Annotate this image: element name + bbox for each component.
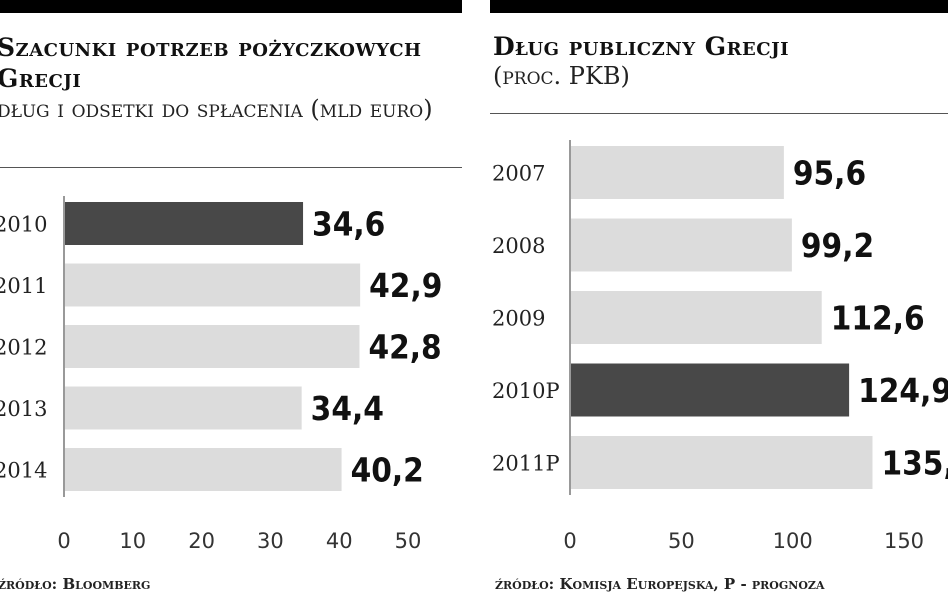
right-bar-2010P xyxy=(571,363,850,417)
left-value-label: 42,8 xyxy=(368,328,441,367)
right-x-tick-label: 0 xyxy=(563,529,576,553)
left-x-tick-label: 10 xyxy=(119,529,146,553)
left-bar-2014 xyxy=(65,448,342,491)
right-x-tick-label: 100 xyxy=(773,529,813,553)
left-value-label: 34,4 xyxy=(311,389,384,428)
right-bar-2011P xyxy=(571,436,873,489)
right-chart-subtitle: (proc. PKB) xyxy=(493,62,630,90)
left-value-label: 40,2 xyxy=(351,451,424,490)
right-bar-2007 xyxy=(571,146,784,199)
left-chart-title: Szacunki potrzeb pożyczkowych Grecji xyxy=(0,33,422,93)
left-category-label: 2012 xyxy=(0,336,47,360)
right-category-label: 2008 xyxy=(492,234,545,258)
right-x-tick-label: 50 xyxy=(668,529,695,553)
left-category-label: 2014 xyxy=(0,459,47,483)
left-header-rule xyxy=(0,167,462,168)
right-value-label: 99,2 xyxy=(801,226,874,265)
right-value-label: 95,6 xyxy=(793,154,866,193)
left-top-bar xyxy=(0,0,462,13)
left-value-label: 42,9 xyxy=(369,266,442,305)
left-bar-2013 xyxy=(65,386,302,430)
left-bar-2012 xyxy=(65,325,360,368)
right-header-rule xyxy=(490,113,948,114)
left-x-tick-label: 0 xyxy=(57,529,70,553)
right-category-label: 2010P xyxy=(492,379,560,403)
right-bar-2008 xyxy=(571,218,792,272)
right-value-label: 135,4 xyxy=(881,444,948,483)
left-source-note: źródło: Bloomberg xyxy=(0,575,151,593)
right-bar-2009 xyxy=(571,291,822,344)
left-bar-2010 xyxy=(65,202,304,245)
left-category-label: 2010 xyxy=(0,213,47,237)
left-x-tick-label: 20 xyxy=(188,529,215,553)
right-top-bar xyxy=(490,0,948,13)
right-category-label: 2009 xyxy=(492,307,545,331)
right-category-label: 2011P xyxy=(492,452,560,476)
left-chart-subtitle: dług i odsetki do spłacenia (mld euro) xyxy=(0,95,433,123)
right-value-label: 112,6 xyxy=(831,299,925,338)
right-value-label: 124,9 xyxy=(858,371,948,410)
left-bar-2011 xyxy=(65,263,361,307)
right-category-label: 2007 xyxy=(492,162,545,186)
left-category-label: 2013 xyxy=(0,397,47,421)
left-x-tick-label: 30 xyxy=(257,529,284,553)
right-chart-title: Dług publiczny Grecji xyxy=(493,32,790,61)
right-source-note: źródło: Komisja Europejska, P - prognoza xyxy=(495,575,825,593)
left-x-tick-label: 40 xyxy=(326,529,353,553)
left-category-label: 2011 xyxy=(0,274,47,298)
left-x-tick-label: 50 xyxy=(395,529,422,553)
left-value-label: 34,6 xyxy=(312,205,385,244)
right-x-tick-label: 150 xyxy=(884,529,924,553)
left-chart-panel: Szacunki potrzeb pożyczkowych Grecji dłu… xyxy=(0,0,462,593)
right-chart-panel: Dług publiczny Grecji (proc. PKB) 2007 95… xyxy=(490,0,948,593)
right-bar-chart: 2007 95,6 2008 99,2 2009 112,6 2010P 124,9 2011P… xyxy=(492,140,948,553)
